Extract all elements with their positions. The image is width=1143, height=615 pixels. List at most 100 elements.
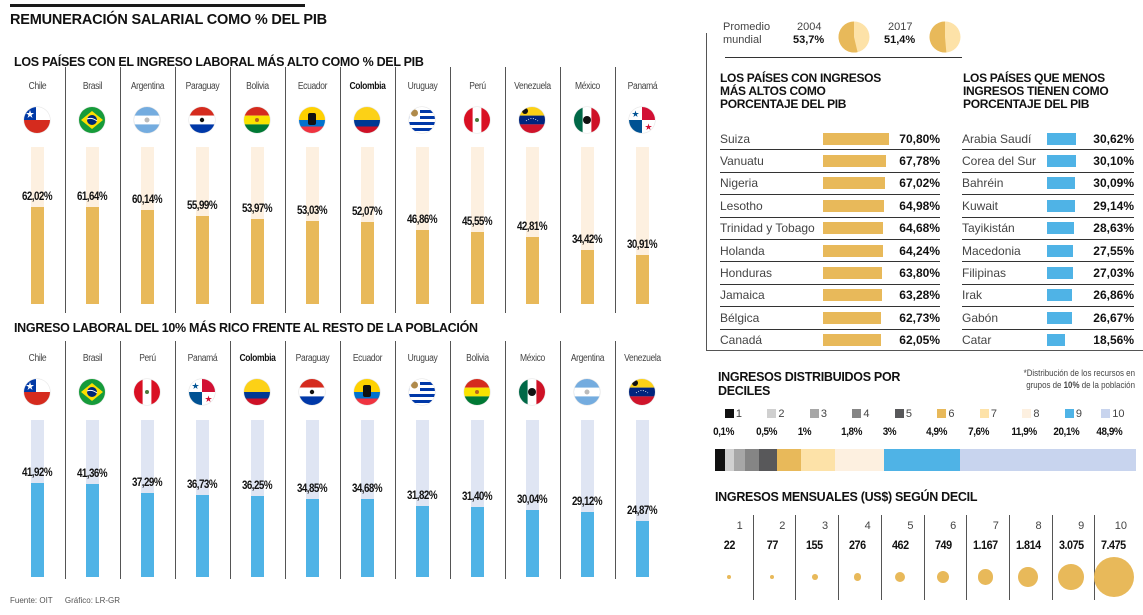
- bar-label-ecuador: 34,68%: [351, 483, 383, 496]
- rank-row-filipinas: Filipinas 27,03%: [962, 262, 1134, 285]
- bar-chile: [31, 482, 44, 577]
- rank-row-canada: Canadá 62,05%: [720, 330, 940, 351]
- decile-income-2: 77: [766, 538, 778, 552]
- bar-label-bolivia: 53,97%: [241, 203, 273, 216]
- decile-swatch-8: [1022, 409, 1032, 418]
- bubble-3: [811, 574, 818, 580]
- decile-segment-3: [734, 449, 746, 471]
- rank-row-holanda: Holanda 64,24%: [720, 240, 940, 263]
- flag-argentina-icon: [574, 379, 600, 405]
- rank-name: Jamaica: [720, 288, 765, 303]
- rank-row-honduras: Honduras 63,80%: [720, 262, 940, 285]
- bubble-9: [1058, 564, 1084, 590]
- bar-panama: [636, 255, 649, 304]
- rank-bar-belgica: [823, 311, 882, 324]
- flag-venezuela-icon: [629, 379, 655, 405]
- decile-segment-1: [715, 449, 726, 471]
- avg-rule: [725, 57, 962, 58]
- title-rule: [10, 4, 305, 7]
- bar-label-brasil: 41,36%: [76, 468, 108, 481]
- column-divider: [505, 67, 506, 313]
- bar-label-venezuela: 42,81%: [516, 220, 548, 233]
- world-average-label-line2: mundial: [723, 34, 762, 46]
- rank-name: Honduras: [720, 266, 773, 281]
- decile-pct-8: 11,9%: [1010, 426, 1037, 438]
- bar-uruguay: [416, 505, 429, 577]
- bar-mexico: [526, 509, 539, 577]
- box-border-left: [706, 33, 707, 350]
- decile-legend-9: 9: [1040, 408, 1082, 420]
- bar-bolivia: [471, 506, 484, 577]
- decile-number-7: 7: [992, 520, 999, 532]
- decile-number-8: 8: [1035, 520, 1042, 532]
- rank-bar-holanda: [823, 244, 883, 257]
- bar-label-chile: 62,02%: [21, 190, 53, 203]
- bar-label-mexico: 30,04%: [516, 493, 548, 506]
- column-divider: [340, 67, 341, 313]
- rank-value: 64,98%: [899, 198, 940, 213]
- decile-pct-1: 0,1%: [713, 426, 734, 438]
- column-divider: [175, 67, 176, 313]
- rank-bar-tayikistan: [1047, 222, 1075, 235]
- column-divider: [505, 341, 506, 579]
- decile-income-1: 22: [723, 538, 736, 552]
- pie-slice-share: [838, 21, 858, 53]
- rank-value: 62,73%: [899, 310, 940, 325]
- decile-legend-label: 9: [1075, 408, 1082, 420]
- deciles-note-mid: grupos de: [1026, 380, 1064, 390]
- country-label-argentina: Argentina: [570, 353, 605, 364]
- flag-bolivia-icon: [244, 107, 270, 133]
- decile-income-3: 155: [806, 538, 824, 552]
- country-label-chile: Chile: [28, 353, 47, 364]
- decile-legend-label: 4: [863, 408, 870, 420]
- country-label-mexico: México: [520, 353, 545, 364]
- rank-name: Corea del Sur: [962, 154, 1037, 169]
- decile-swatch-2: [767, 409, 777, 418]
- rank-value: 30,10%: [1093, 154, 1134, 169]
- bubble-10: [1093, 557, 1134, 597]
- footer-graphic: Gráfico: LR-GR: [64, 596, 121, 605]
- bubble-divider: [1051, 515, 1053, 600]
- country-label-colombia: Colombia: [349, 81, 386, 92]
- rank-value: 27,03%: [1093, 266, 1134, 281]
- country-label-bolivia: Bolivia: [246, 81, 269, 92]
- rank-row-macedonia: Macedonia 27,55%: [962, 240, 1134, 263]
- bubble-1: [727, 575, 732, 579]
- flag-colombia-icon: [354, 107, 380, 133]
- bubble-divider: [880, 515, 882, 600]
- rank-name: Holanda: [720, 243, 765, 258]
- flag-peru-icon: [134, 379, 160, 405]
- column-divider: [450, 67, 451, 313]
- page-title: REMUNERACIÓN SALARIAL COMO % DEL PIB: [10, 12, 327, 28]
- column-divider: [175, 341, 176, 579]
- decile-swatch-5: [894, 409, 904, 418]
- footer-source: Fuente: OIT: [10, 596, 53, 605]
- rank-bar-suiza: [823, 132, 889, 145]
- pie-slice-share: [929, 21, 947, 53]
- country-label-bolivia: Bolivia: [466, 353, 489, 364]
- decile-legend-label: 1: [735, 408, 742, 420]
- decile-segment-9: [883, 449, 961, 471]
- country-label-argentina: Argentina: [130, 81, 165, 92]
- flag-panama-icon: [629, 107, 655, 133]
- rank-name: Gabón: [962, 310, 999, 325]
- rank-value: 26,67%: [1093, 310, 1134, 325]
- rank-value: 64,24%: [899, 243, 940, 258]
- rank-value: 18,56%: [1093, 333, 1134, 348]
- rank-row-jamaica: Jamaica 63,28%: [720, 285, 940, 308]
- bar-peru: [141, 493, 154, 577]
- rank-name: Lesotho: [720, 198, 763, 213]
- monthly-income-title: INGRESOS MENSUALES (US$) SEGÚN DECIL: [715, 490, 978, 504]
- rank-row-belgica: Bélgica 62,73%: [720, 307, 940, 330]
- rank-name: Filipinas: [962, 266, 1007, 281]
- decile-pct-4: 1,8%: [840, 426, 862, 438]
- flag-venezuela-icon: [519, 107, 545, 133]
- rank-row-trinidad-y-tobago: Trinidad y Tobago 64,68%: [720, 218, 940, 240]
- bar-label-brasil: 61,64%: [76, 191, 108, 204]
- bubble-divider: [1094, 515, 1096, 600]
- decile-segment-5: [759, 449, 778, 471]
- rank-bar-canada: [823, 334, 881, 347]
- rank-bar-filipinas: [1047, 267, 1073, 280]
- decile-number-10: 10: [1114, 520, 1127, 532]
- decile-legend-label: 5: [905, 408, 912, 420]
